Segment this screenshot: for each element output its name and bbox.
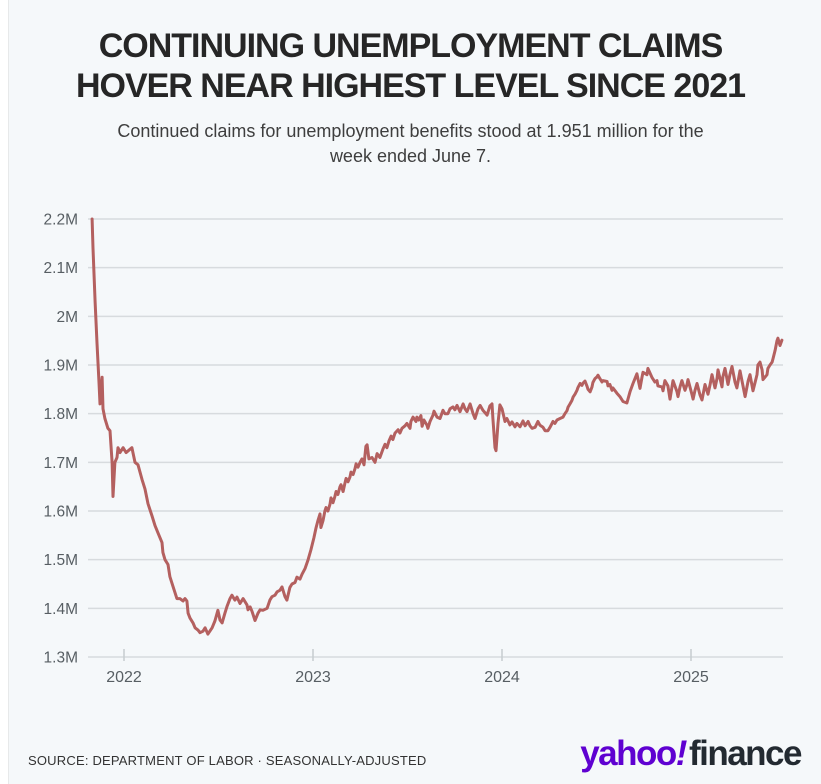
x-axis-label: 2022 [106, 669, 142, 686]
logo-yahoo-text: yahoo [580, 734, 677, 773]
y-axis-label: 1.4M [44, 601, 78, 618]
chart-footer: SOURCE: DEPARTMENT OF LABOR · SEASONALLY… [28, 734, 803, 774]
source-credit: SOURCE: DEPARTMENT OF LABOR · SEASONALLY… [28, 753, 427, 768]
claims-line [90, 217, 784, 636]
chart-subtitle: Continued claims for unemployment benefi… [30, 119, 791, 169]
subtitle-line-2: week ended June 7. [329, 146, 492, 166]
left-page-gutter [0, 0, 9, 784]
title-line-2: HOVER NEAR HIGHEST LEVEL SINCE 2021 [75, 67, 746, 105]
x-axis-label: 2025 [673, 669, 709, 686]
chart-header: CONTINUING UNEMPLOYMENT CLAIMS HOVER NEA… [30, 26, 791, 169]
y-axis-label: 1.3M [44, 650, 78, 667]
x-axis-label: 2023 [295, 669, 331, 686]
y-axis-label: 1.6M [44, 504, 78, 521]
y-axis-label: 1.5M [44, 552, 78, 569]
y-axis-label: 1.9M [44, 358, 78, 375]
y-axis-label: 1.7M [44, 455, 78, 472]
page-title: CONTINUING UNEMPLOYMENT CLAIMS HOVER NEA… [30, 26, 791, 106]
logo-exclamation-icon: ! [675, 734, 688, 773]
logo-finance-text: finance [688, 734, 803, 773]
y-axis-label: 1.8M [44, 406, 78, 423]
y-axis-label: 2.2M [44, 212, 78, 229]
subtitle-line-1: Continued claims for unemployment benefi… [117, 121, 704, 141]
yahoo-finance-logo: yahoo!finance [580, 734, 803, 774]
y-axis-label: 2.1M [44, 260, 78, 277]
x-axis-label: 2024 [484, 669, 520, 686]
title-line-1: CONTINUING UNEMPLOYMENT CLAIMS [98, 27, 724, 65]
y-axis-label: 2M [56, 309, 78, 326]
